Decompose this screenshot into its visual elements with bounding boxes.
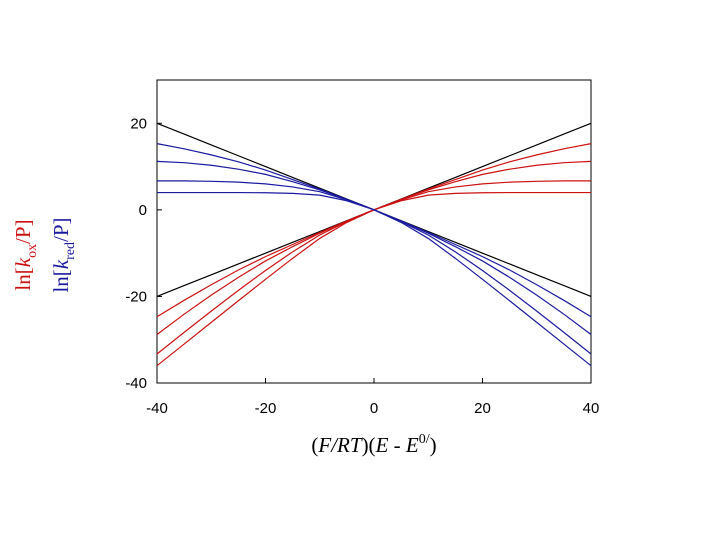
y-label-part: /P] xyxy=(11,219,35,244)
y-label-part: red xyxy=(63,242,78,260)
x-label-part: 0/ xyxy=(419,432,430,447)
x-tick-label: 0 xyxy=(370,400,378,417)
x-label-part: )( xyxy=(362,433,376,457)
series-line xyxy=(157,191,592,367)
y-label-part: k xyxy=(11,257,35,267)
y-label-part: k xyxy=(49,259,73,269)
x-label-part: ) xyxy=(430,433,437,457)
x-label-part: E xyxy=(405,433,419,457)
y-label-part: ln[ xyxy=(11,267,35,290)
x-tick-label: -20 xyxy=(255,400,277,417)
x-tick-label: 40 xyxy=(583,400,600,417)
y-label-part: /P] xyxy=(49,217,73,242)
y-label-part: ln[ xyxy=(49,269,73,292)
y-axis-label-red: ln[kred/P] xyxy=(49,217,78,292)
x-label-part: ( xyxy=(311,433,318,457)
y-axis-label-ox: ln[kox/P] xyxy=(11,219,40,290)
y-tick-label: 0 xyxy=(139,202,147,219)
y-tick-label: -20 xyxy=(125,288,147,305)
x-label-part: E xyxy=(375,433,389,457)
x-tick-label: 20 xyxy=(474,400,491,417)
x-axis-label: (F/RT)(E - E0/) xyxy=(311,432,436,457)
y-tick-label: 20 xyxy=(130,115,147,132)
y-label-part: ox xyxy=(25,244,40,258)
x-label-part: - xyxy=(388,433,406,457)
y-tick-label: -40 xyxy=(125,375,147,392)
x-label-part: F/RT xyxy=(317,433,362,457)
x-tick-label: -40 xyxy=(146,400,168,417)
